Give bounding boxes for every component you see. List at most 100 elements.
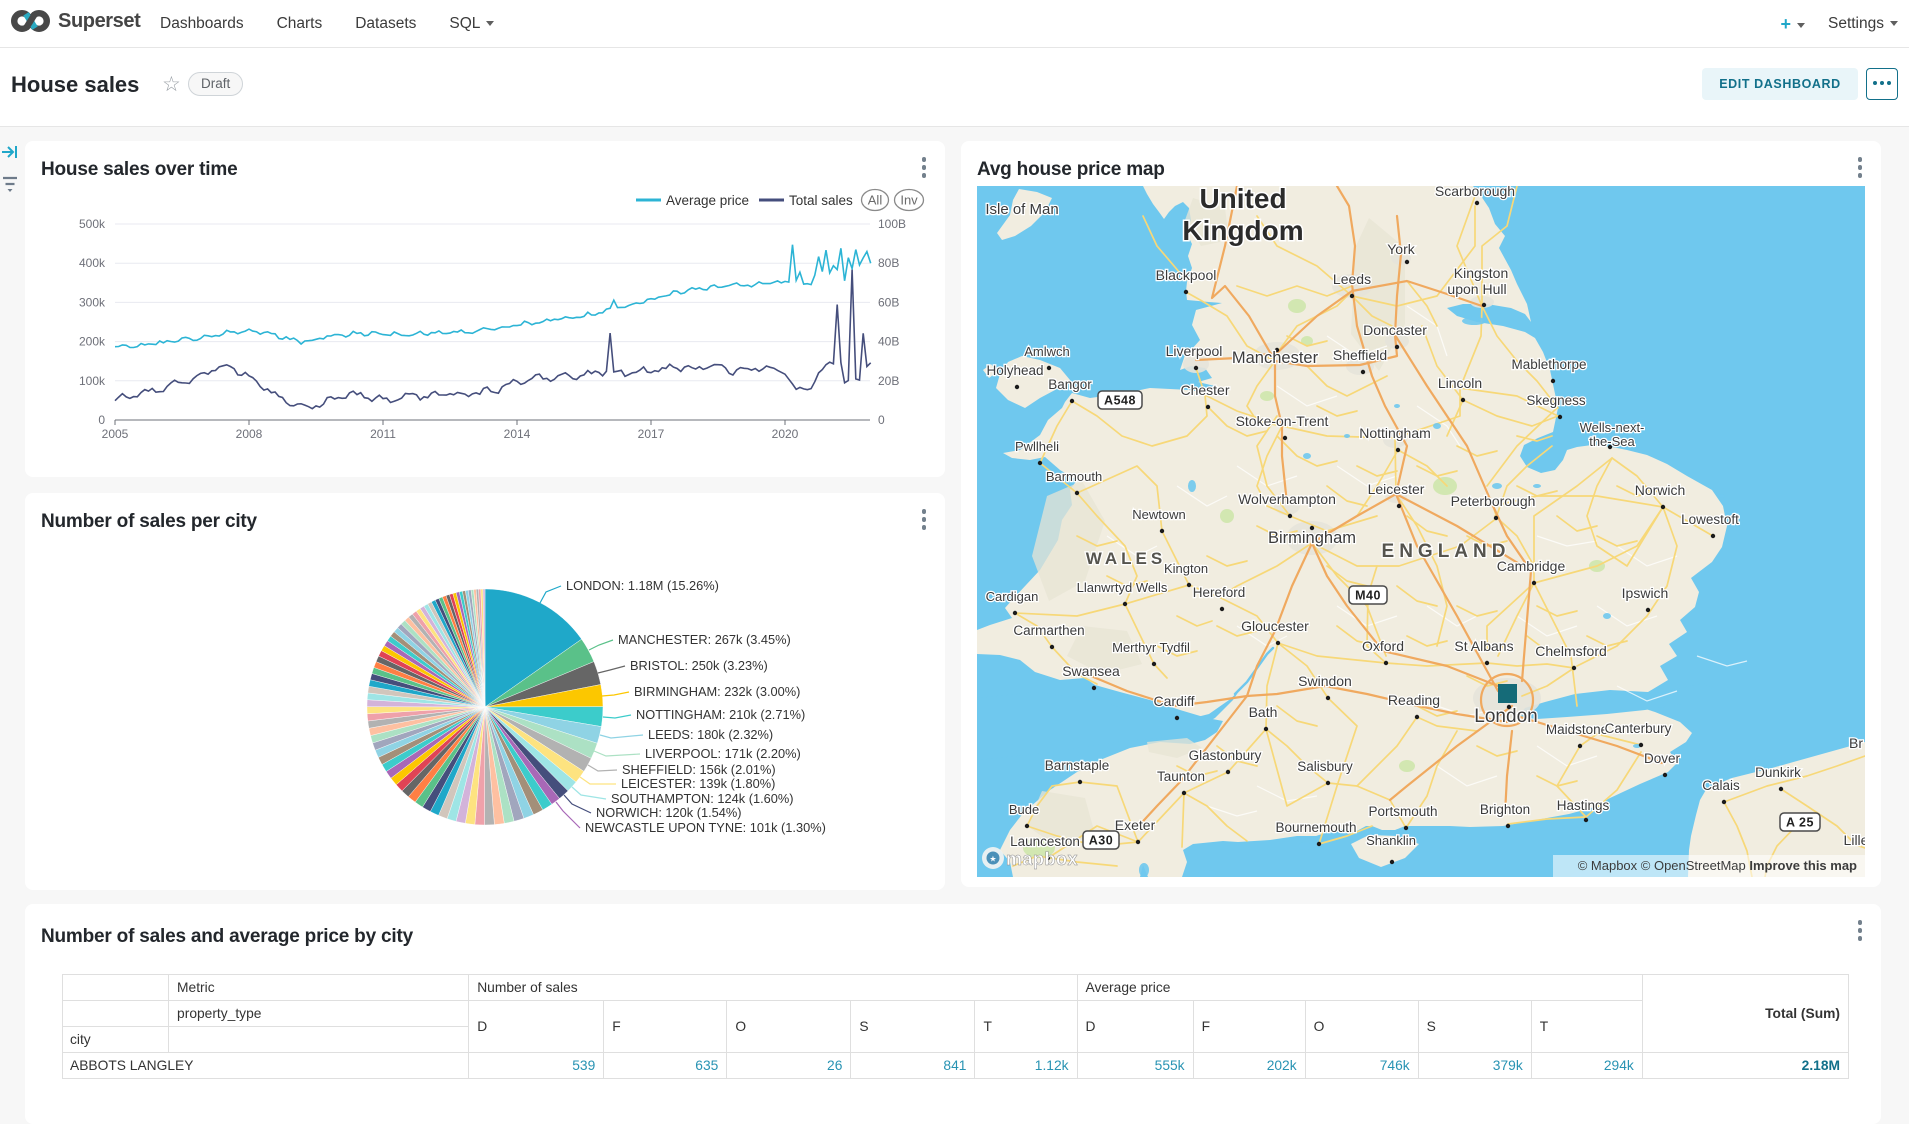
svg-text:Cardiff: Cardiff	[1154, 693, 1195, 709]
svg-text:BIRMINGHAM: 232k (3.00%): BIRMINGHAM: 232k (3.00%)	[634, 684, 800, 699]
svg-text:Kingdom: Kingdom	[1182, 215, 1303, 246]
svg-text:Shanklin: Shanklin	[1366, 833, 1416, 848]
svg-text:Pwllheli: Pwllheli	[1015, 439, 1059, 454]
svg-text:Leeds: Leeds	[1333, 271, 1371, 287]
svg-text:Br: Br	[1849, 735, 1863, 751]
svg-text:Holyhead: Holyhead	[986, 363, 1043, 378]
svg-text:Hastings: Hastings	[1557, 798, 1610, 813]
svg-text:100B: 100B	[878, 217, 906, 231]
svg-text:Gloucester: Gloucester	[1241, 618, 1309, 634]
svg-text:LIVERPOOL: 171k (2.20%): LIVERPOOL: 171k (2.20%)	[645, 746, 801, 761]
svg-text:Average price: Average price	[666, 193, 749, 208]
svg-text:2020: 2020	[772, 427, 799, 441]
svg-text:All: All	[868, 193, 883, 208]
svg-text:Bournemouth: Bournemouth	[1275, 820, 1356, 835]
svg-text:NEWCASTLE UPON TYNE: 101k (1.3: NEWCASTLE UPON TYNE: 101k (1.30%)	[585, 820, 826, 835]
svg-text:Salisbury: Salisbury	[1297, 759, 1353, 774]
svg-text:500k: 500k	[79, 217, 106, 231]
svg-text:Carmarthen: Carmarthen	[1013, 623, 1084, 638]
svg-text:Birmingham: Birmingham	[1268, 529, 1356, 547]
svg-text:Wolverhampton: Wolverhampton	[1238, 491, 1336, 507]
svg-text:400k: 400k	[79, 256, 106, 270]
svg-text:Peterborough: Peterborough	[1451, 493, 1536, 509]
svg-text:Reading: Reading	[1388, 692, 1440, 708]
svg-text:2017: 2017	[638, 427, 665, 441]
svg-text:Nottingham: Nottingham	[1359, 425, 1431, 441]
svg-text:40B: 40B	[878, 335, 899, 349]
svg-text:Brighton: Brighton	[1480, 802, 1530, 817]
svg-text:SOUTHAMPTON: 124k (1.60%): SOUTHAMPTON: 124k (1.60%)	[611, 791, 794, 806]
svg-text:Inv: Inv	[900, 193, 918, 208]
svg-text:20B: 20B	[878, 374, 899, 388]
svg-text:Calais: Calais	[1702, 778, 1740, 793]
svg-text:Isle of Man: Isle of Man	[985, 201, 1058, 218]
svg-text:Taunton: Taunton	[1157, 769, 1205, 784]
svg-text:A30: A30	[1089, 834, 1113, 848]
svg-text:Kingston: Kingston	[1454, 265, 1508, 281]
svg-text:Leicester: Leicester	[1368, 481, 1425, 497]
svg-text:Swindon: Swindon	[1298, 673, 1352, 689]
svg-text:Blackpool: Blackpool	[1156, 267, 1217, 283]
svg-text:Amlwch: Amlwch	[1024, 344, 1070, 359]
svg-text:Liverpool: Liverpool	[1166, 343, 1223, 359]
svg-text:Kington: Kington	[1164, 561, 1208, 576]
svg-text:LONDON: 1.18M (15.26%): LONDON: 1.18M (15.26%)	[566, 578, 719, 593]
svg-text:60B: 60B	[878, 295, 899, 309]
svg-text:the-Sea: the-Sea	[1589, 434, 1635, 449]
svg-text:Maidstone: Maidstone	[1546, 722, 1608, 737]
svg-text:ENGLAND: ENGLAND	[1382, 541, 1511, 562]
svg-text:St Albans: St Albans	[1454, 638, 1513, 654]
svg-text:Chelmsford: Chelmsford	[1535, 643, 1607, 659]
svg-text:0: 0	[98, 413, 105, 427]
svg-text:BRISTOL: 250k (3.23%): BRISTOL: 250k (3.23%)	[630, 658, 768, 673]
svg-text:MANCHESTER: 267k (3.45%): MANCHESTER: 267k (3.45%)	[618, 632, 791, 647]
svg-text:Chester: Chester	[1180, 382, 1229, 398]
svg-text:Bude: Bude	[1009, 802, 1039, 817]
svg-text:★: ★	[989, 855, 996, 864]
svg-text:York: York	[1387, 241, 1416, 257]
svg-text:Exeter: Exeter	[1115, 817, 1156, 833]
svg-text:Stoke-on-Trent: Stoke-on-Trent	[1236, 413, 1329, 429]
svg-text:Bangor: Bangor	[1048, 377, 1092, 392]
svg-text:A548: A548	[1104, 394, 1136, 408]
svg-text:mapbox: mapbox	[1006, 849, 1078, 869]
svg-text:0: 0	[878, 413, 885, 427]
svg-text:LEICESTER: 139k (1.80%): LEICESTER: 139k (1.80%)	[621, 776, 775, 791]
svg-text:Wells-next-: Wells-next-	[1580, 420, 1645, 435]
svg-text:Ipswich: Ipswich	[1622, 585, 1669, 601]
svg-text:Bath: Bath	[1249, 704, 1278, 720]
svg-text:2005: 2005	[102, 427, 129, 441]
svg-text:M40: M40	[1355, 589, 1381, 603]
svg-text:Glastonbury: Glastonbury	[1189, 748, 1262, 763]
svg-text:Total sales: Total sales	[789, 193, 853, 208]
svg-text:Swansea: Swansea	[1062, 663, 1120, 679]
svg-text:100k: 100k	[79, 374, 106, 388]
svg-text:Mablethorpe: Mablethorpe	[1511, 357, 1586, 372]
svg-text:LEEDS: 180k (2.32%): LEEDS: 180k (2.32%)	[648, 727, 773, 742]
svg-text:upon Hull: upon Hull	[1447, 281, 1506, 297]
svg-text:Launceston: Launceston	[1010, 834, 1080, 849]
svg-text:Oxford: Oxford	[1362, 638, 1404, 654]
svg-text:WALES: WALES	[1086, 549, 1166, 568]
svg-text:Hereford: Hereford	[1193, 585, 1246, 600]
svg-text:2008: 2008	[236, 427, 263, 441]
svg-text:Portsmouth: Portsmouth	[1368, 804, 1437, 819]
svg-text:Dunkirk: Dunkirk	[1755, 765, 1801, 780]
svg-text:Skegness: Skegness	[1526, 393, 1586, 408]
svg-text:Doncaster: Doncaster	[1363, 322, 1427, 338]
svg-text:NORWICH: 120k (1.54%): NORWICH: 120k (1.54%)	[596, 805, 742, 820]
svg-text:Llanwrtyd Wells: Llanwrtyd Wells	[1077, 580, 1168, 595]
svg-text:A 25: A 25	[1786, 816, 1814, 830]
svg-text:Sheffield: Sheffield	[1333, 347, 1387, 363]
svg-text:© Mapbox © OpenStreetMap Impro: © Mapbox © OpenStreetMap Improve this ma…	[1578, 858, 1857, 873]
svg-text:London: London	[1474, 706, 1537, 727]
svg-text:Barnstaple: Barnstaple	[1045, 758, 1110, 773]
svg-text:Barmouth: Barmouth	[1046, 469, 1102, 484]
svg-text:Scarborough: Scarborough	[1435, 186, 1515, 199]
svg-text:Newtown: Newtown	[1132, 507, 1185, 522]
svg-text:Lille: Lille	[1844, 832, 1865, 848]
svg-text:2011: 2011	[370, 427, 396, 441]
svg-text:Lowestoft: Lowestoft	[1681, 512, 1739, 527]
svg-text:200k: 200k	[79, 335, 106, 349]
svg-text:Dover: Dover	[1644, 751, 1681, 766]
